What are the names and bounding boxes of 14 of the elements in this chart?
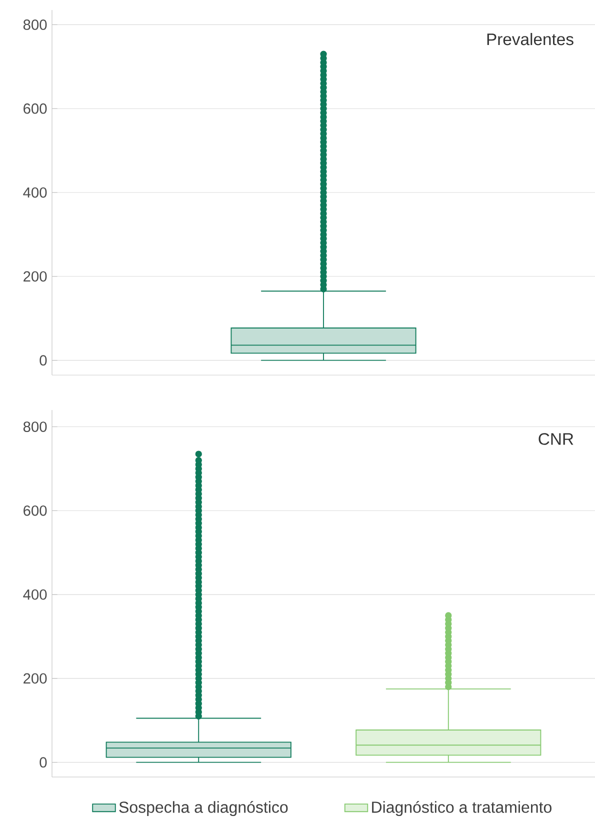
y-tick-label: 400 (23, 589, 47, 600)
y-tick-label: 200 (24, 271, 47, 282)
y-tick-label: 600 (24, 505, 47, 516)
text: Prevalentes (487, 32, 574, 46)
y-tick-label: 0 (40, 355, 47, 366)
y-tick-label: 400 (23, 187, 47, 198)
legend-label: Diagnóstico a tratamiento (372, 800, 552, 816)
y-tick-label: 600 (24, 103, 47, 114)
y-tick-label: 200 (24, 673, 47, 684)
y-tick-label: 800 (23, 20, 47, 30)
text: CNR (538, 433, 574, 445)
y-tick-label: 0 (40, 757, 47, 768)
y-tick-label: 800 (23, 422, 47, 432)
legend-label: Sospecha a diagnóstico (119, 800, 288, 816)
